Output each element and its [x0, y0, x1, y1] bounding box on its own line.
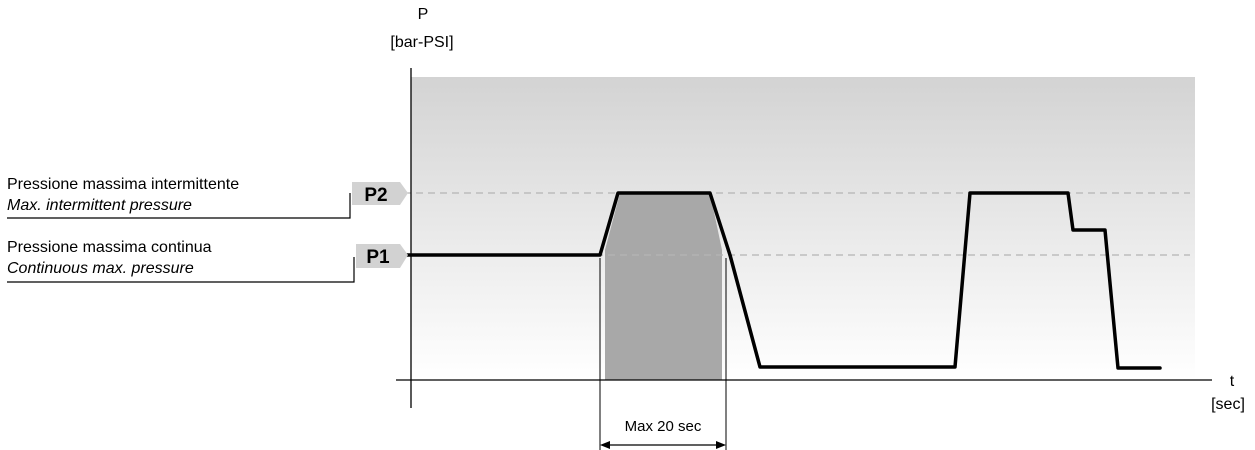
p2-label-italian: Pressione massima intermittente — [7, 176, 239, 193]
x-axis-unit: [sec] — [1211, 396, 1245, 413]
p2-tag-label: P2 — [364, 185, 387, 206]
plot-background — [411, 77, 1195, 380]
p2-tag — [352, 182, 408, 205]
pressure-curve — [383, 191, 1162, 370]
p1-tag-label: P1 — [366, 247, 390, 268]
x-axis-symbol: t — [1230, 373, 1235, 390]
p2-label-english: Max. intermittent pressure — [7, 197, 192, 214]
p1-leader-line — [7, 257, 355, 283]
dimension-arrowhead-right — [716, 441, 726, 449]
intermittent-interval-shading — [605, 193, 722, 380]
p1-tag — [356, 244, 408, 268]
dimension-label: Max 20 sec — [625, 418, 702, 435]
dimension-arrowhead-left — [600, 441, 610, 449]
y-axis-symbol: P — [418, 6, 429, 23]
p2-leader-line — [7, 193, 351, 219]
p1-label-italian: Pressione massima continua — [7, 239, 212, 256]
p1-label-english: Continuous max. pressure — [7, 260, 194, 277]
y-axis-unit: [bar-PSI] — [390, 34, 453, 51]
